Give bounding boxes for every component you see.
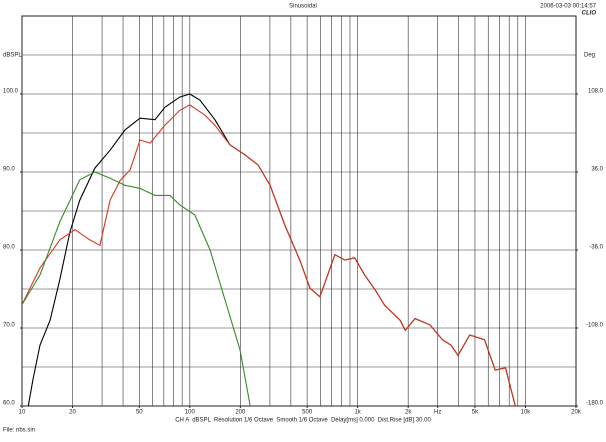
y2-tick-label: 108.0 xyxy=(588,89,604,95)
y-tick-label: 70.0 xyxy=(3,323,15,329)
series-line xyxy=(21,171,251,407)
y-axis-label: dBSPL xyxy=(3,53,22,59)
x-tick-label: 100 xyxy=(185,410,196,416)
y2-tick-label: 36.0 xyxy=(591,167,603,173)
x-tick-label: 2k xyxy=(405,410,412,416)
y-tick-label: 80.0 xyxy=(3,245,15,251)
x-tick-label: 500 xyxy=(302,410,313,416)
y-tick-label: 100.0 xyxy=(3,89,19,95)
x-tick-label: 50 xyxy=(136,410,143,416)
y2-tick-label: -180.0 xyxy=(586,401,604,407)
x-tick-label: 10k xyxy=(521,410,532,416)
y-tick-label: 90.0 xyxy=(3,167,15,173)
x-tick-label: 200 xyxy=(235,410,246,416)
x-tick-label: 20 xyxy=(69,410,76,416)
x-tick-label: 5k xyxy=(472,410,479,416)
brand: CLIO xyxy=(582,11,597,17)
y2-tick-label: -108.0 xyxy=(586,323,604,329)
file-name: File: nbs.sin xyxy=(3,428,35,434)
y-tick-label: 60.0 xyxy=(3,401,15,407)
x-tick-label: Hz xyxy=(434,410,441,416)
x-tick-label: 20k xyxy=(571,410,582,416)
y2-axis-label: Deg xyxy=(584,53,595,59)
x-tick-label: 10 xyxy=(19,410,26,416)
timestamp: 2006-03-03 00:14:57 xyxy=(540,4,596,10)
y2-tick-label: -36.0 xyxy=(589,245,603,251)
footer: CH A dBSPL Resolution 1/6 Octave Smooth … xyxy=(175,418,431,424)
x-tick-label: 1k xyxy=(354,410,361,416)
chart-title: Sinusoidal xyxy=(289,4,317,10)
series-line xyxy=(21,104,516,407)
